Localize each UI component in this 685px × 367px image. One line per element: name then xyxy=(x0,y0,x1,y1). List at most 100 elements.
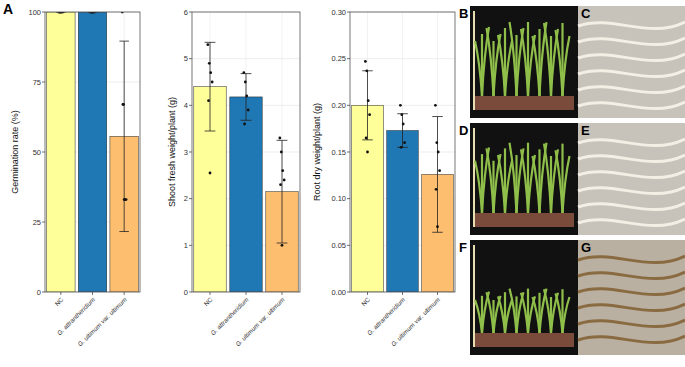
leaf xyxy=(544,289,551,333)
root xyxy=(578,102,685,109)
point xyxy=(207,99,210,102)
x-tick xyxy=(60,292,61,295)
leaf xyxy=(563,36,570,96)
tick-label: 1 xyxy=(184,241,188,250)
plot-frame xyxy=(350,12,455,292)
tick-label: 75 xyxy=(33,78,41,87)
error-cap xyxy=(432,232,443,233)
tick xyxy=(347,245,350,246)
point xyxy=(434,104,437,107)
tick xyxy=(347,152,350,153)
x-tick-label: G. ultimum var. ultimum xyxy=(76,296,128,348)
tick xyxy=(347,292,350,293)
x-tick xyxy=(437,292,438,295)
panel-label: F xyxy=(459,240,467,255)
marks xyxy=(194,42,298,292)
error-cap xyxy=(362,70,373,71)
root xyxy=(578,155,685,162)
x-tick-label: NC xyxy=(202,295,214,307)
photo-bg xyxy=(578,6,685,118)
point xyxy=(206,43,209,46)
tick-label: 0.25 xyxy=(331,54,346,63)
error-bar xyxy=(282,140,283,243)
plot-frame xyxy=(192,12,300,292)
y-axis-label: Shoot fresh weight/plant (g) xyxy=(167,97,177,207)
root xyxy=(578,54,685,61)
tick-label: 0.30 xyxy=(331,8,346,17)
point xyxy=(437,151,440,154)
point xyxy=(399,104,402,107)
x-tick xyxy=(282,292,283,295)
tick-label: 3 xyxy=(184,148,188,157)
bar xyxy=(230,97,262,292)
point xyxy=(208,62,211,65)
error-bar xyxy=(210,42,211,131)
leaf xyxy=(487,148,494,213)
tick-label: 0 xyxy=(184,288,188,297)
point xyxy=(365,69,368,72)
pot xyxy=(474,333,574,347)
point xyxy=(123,198,126,201)
error-cap xyxy=(277,140,288,141)
x-tick-label: NC xyxy=(53,295,65,307)
point xyxy=(366,151,369,154)
root xyxy=(578,304,685,311)
leaf xyxy=(544,23,551,96)
x-tick-label: G. attrantheridium xyxy=(366,296,407,337)
error-cap xyxy=(119,231,129,232)
point xyxy=(435,141,438,144)
point xyxy=(281,244,284,247)
point xyxy=(283,179,286,182)
error-cap xyxy=(241,120,252,121)
bar xyxy=(47,12,75,292)
tick-label: 0.05 xyxy=(331,241,346,250)
point xyxy=(211,81,214,84)
tick-label: 0.00 xyxy=(331,288,346,297)
photo xyxy=(578,6,685,118)
leaf xyxy=(505,41,512,96)
point xyxy=(122,103,125,106)
ruler xyxy=(473,128,475,227)
point xyxy=(209,71,212,74)
tick-label: 6 xyxy=(184,8,188,17)
marks xyxy=(352,60,454,292)
x-tick xyxy=(210,292,211,295)
error-bar xyxy=(402,114,403,148)
leaf xyxy=(510,289,517,333)
point xyxy=(368,113,371,116)
x-tick xyxy=(124,292,125,295)
error-cap xyxy=(119,41,129,42)
error-cap xyxy=(397,147,408,148)
tick xyxy=(189,152,192,153)
panel-label: C xyxy=(581,6,591,21)
tick xyxy=(42,152,45,153)
plot-frame xyxy=(45,12,140,292)
plot-bg xyxy=(350,12,455,292)
root xyxy=(578,288,685,295)
panel-label: B xyxy=(459,6,468,21)
panel-label: G xyxy=(581,240,591,255)
tick-label: 0.15 xyxy=(331,148,346,157)
x-tick xyxy=(402,292,403,295)
ruler xyxy=(473,245,475,347)
point xyxy=(364,60,367,63)
point xyxy=(403,141,406,144)
tick-label: 50 xyxy=(33,148,41,157)
error-cap xyxy=(205,42,216,43)
root xyxy=(578,219,685,226)
photo xyxy=(470,6,578,118)
point xyxy=(122,103,125,106)
point xyxy=(242,71,245,74)
root xyxy=(578,320,685,327)
tick xyxy=(189,12,192,13)
pot xyxy=(474,213,574,227)
photo-bg xyxy=(470,240,578,355)
leaf xyxy=(487,28,494,96)
tick xyxy=(189,198,192,199)
tick-label: 2 xyxy=(184,194,188,203)
panel-label: D xyxy=(459,123,468,138)
error-cap xyxy=(362,139,373,140)
root xyxy=(578,256,685,263)
photo xyxy=(470,123,578,235)
tick xyxy=(42,292,45,293)
